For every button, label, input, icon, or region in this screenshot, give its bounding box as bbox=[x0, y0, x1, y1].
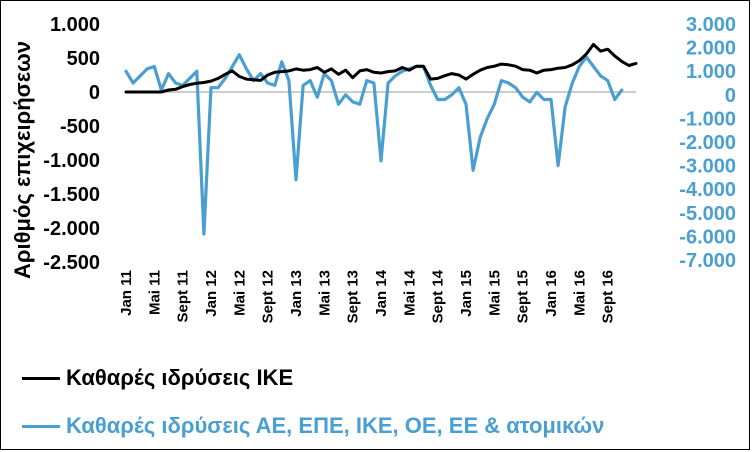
x-tick-label: Jan 12 bbox=[203, 270, 220, 317]
x-tick-label: Sept 15 bbox=[515, 270, 532, 323]
left-tick-label: -2.000 bbox=[43, 218, 100, 240]
right-tick-label: -6.000 bbox=[679, 226, 736, 248]
legend-swatch-all bbox=[22, 424, 60, 428]
left-tick-label: -1.500 bbox=[43, 184, 100, 206]
x-tick-label: Sept 14 bbox=[430, 269, 447, 323]
series-line-ike bbox=[124, 42, 638, 94]
left-tick-label: 500 bbox=[67, 48, 100, 70]
right-tick-label: 3.000 bbox=[686, 14, 736, 36]
x-tick-label: Mai 14 bbox=[401, 269, 418, 316]
legend-label-all: Καθαρές ιδρύσεις ΑΕ, ΕΠΕ, ΙΚΕ, ΟΕ, ΕΕ & … bbox=[66, 413, 605, 438]
y-axis-label: Αριθμός επιχειρήσεων bbox=[10, 41, 35, 279]
left-tick-label: 0 bbox=[89, 82, 100, 104]
x-tick-label: Mai 11 bbox=[146, 270, 163, 315]
left-axis-ticks: 1.000 500 0 -500 -1.000 -1.500 -2.000 -2.500 bbox=[43, 14, 100, 274]
left-tick-label: 1.000 bbox=[50, 14, 100, 36]
left-tick-label: -2.500 bbox=[43, 252, 100, 274]
right-tick-label: 0 bbox=[725, 85, 736, 107]
x-tick-label: Jan 14 bbox=[373, 269, 390, 316]
legend-item-ike: Καθαρές ιδρύσεις ΙΚΕ bbox=[22, 365, 293, 391]
left-tick-label: -1.000 bbox=[43, 150, 100, 172]
legend-swatch-ike bbox=[22, 376, 60, 380]
right-tick-label: -5.000 bbox=[679, 203, 736, 225]
right-tick-label: -7.000 bbox=[679, 250, 736, 272]
y-axis-label-group: Αριθμός επιχειρήσεων bbox=[10, 41, 35, 279]
x-tick-label: Sept 13 bbox=[345, 270, 362, 323]
right-tick-label: -4.000 bbox=[679, 179, 736, 201]
left-tick-label: -500 bbox=[60, 116, 100, 138]
right-tick-label: 1.000 bbox=[686, 61, 736, 83]
x-tick-label: Sept 16 bbox=[600, 270, 617, 323]
right-tick-label: -1.000 bbox=[679, 108, 736, 130]
right-tick-label: -2.000 bbox=[679, 132, 736, 154]
x-tick-label: Jan 16 bbox=[543, 270, 560, 317]
x-tick-label: Mai 16 bbox=[571, 270, 588, 316]
x-tick-label: Mai 15 bbox=[486, 270, 503, 316]
x-tick-label: Mai 12 bbox=[231, 270, 248, 316]
x-tick-label: Mai 13 bbox=[316, 270, 333, 316]
x-tick-label: Sept 11 bbox=[175, 270, 192, 323]
x-tick-label: Jan 13 bbox=[288, 270, 305, 317]
x-axis-ticks: Jan 11 Mai 11 Sept 11 Jan 12 Mai 12 Sept 12 Ja… bbox=[118, 269, 617, 323]
right-axis-ticks: 3.0002.0001.0000-1.000-2.000-3.000-4.000… bbox=[679, 14, 736, 272]
x-tick-label: Sept 12 bbox=[260, 270, 277, 323]
legend-item-all: Καθαρές ιδρύσεις ΑΕ, ΕΠΕ, ΙΚΕ, ΟΕ, ΕΕ & … bbox=[22, 413, 604, 439]
x-tick-label: Jan 15 bbox=[458, 270, 475, 317]
series-group bbox=[124, 42, 638, 236]
x-tick-label: Jan 11 bbox=[118, 270, 135, 316]
right-tick-label: -3.000 bbox=[679, 156, 736, 178]
series-line-all bbox=[124, 53, 624, 236]
legend-label-ike: Καθαρές ιδρύσεις ΙΚΕ bbox=[66, 365, 294, 390]
right-tick-label: 2.000 bbox=[686, 38, 736, 60]
